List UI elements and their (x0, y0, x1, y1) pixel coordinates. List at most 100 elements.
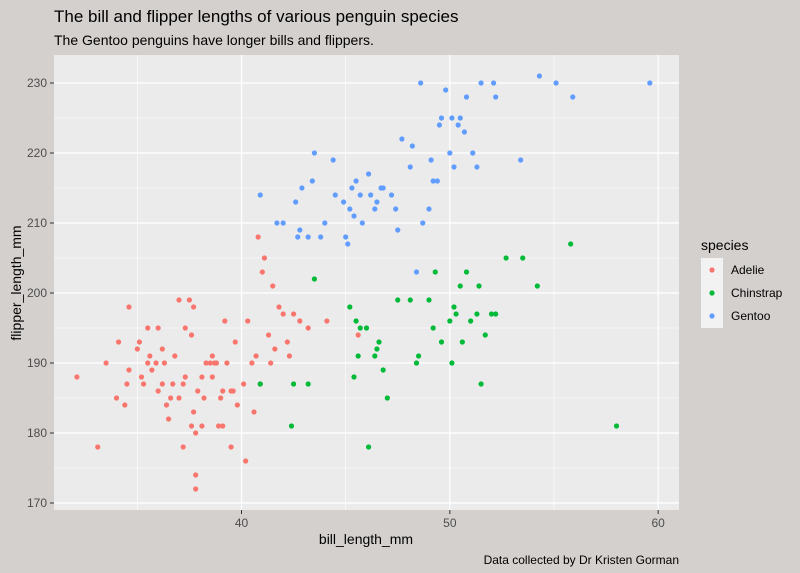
point-chinstrap (395, 297, 401, 303)
point-gentoo (647, 80, 653, 86)
point-adelie (122, 402, 128, 408)
point-adelie (203, 360, 209, 366)
point-gentoo (365, 171, 372, 177)
point-adelie (180, 381, 186, 387)
point-adelie (213, 360, 220, 366)
point-chinstrap (372, 353, 378, 359)
point-adelie (249, 360, 255, 366)
point-gentoo (305, 234, 311, 240)
legend-label-gentoo: Gentoo (731, 309, 771, 323)
point-adelie (245, 318, 251, 324)
point-chinstrap (451, 304, 457, 310)
point-adelie (155, 388, 161, 394)
axes: 40 50 60 170 180 190 200 210 220 230 (27, 76, 665, 530)
point-adelie (209, 374, 215, 380)
point-adelie (230, 388, 236, 394)
point-gentoo (409, 143, 415, 149)
point-chinstrap (613, 423, 620, 429)
y-tick-label: 210 (27, 216, 47, 230)
point-chinstrap (493, 311, 499, 317)
point-adelie (193, 472, 199, 478)
x-axis-title: bill_length_mm (319, 531, 413, 547)
point-chinstrap (353, 318, 359, 324)
point-adelie (176, 395, 182, 401)
point-gentoo (428, 157, 434, 163)
point-adelie (199, 423, 205, 429)
point-chinstrap (520, 255, 526, 261)
point-adelie (272, 346, 278, 352)
point-gentoo (413, 269, 420, 275)
point-chinstrap (447, 318, 453, 324)
point-chinstrap (351, 374, 357, 380)
point-adelie (222, 318, 228, 324)
point-adelie (355, 332, 361, 338)
point-adelie (255, 234, 261, 240)
point-adelie (159, 381, 165, 387)
point-adelie (95, 444, 101, 450)
point-gentoo (311, 150, 318, 156)
point-adelie (168, 395, 174, 401)
point-adelie (261, 255, 268, 261)
legend-label-chinstrap: Chinstrap (731, 286, 783, 300)
legend-key-chinstrap (709, 290, 715, 296)
point-gentoo (447, 150, 453, 156)
point-gentoo (295, 234, 301, 240)
point-gentoo (343, 234, 349, 240)
point-chinstrap (376, 339, 382, 345)
major-gridlines (54, 55, 679, 510)
y-tick-label: 200 (27, 286, 47, 300)
point-chinstrap (453, 311, 459, 317)
point-gentoo (357, 192, 363, 198)
point-chinstrap (347, 304, 353, 310)
point-gentoo (438, 115, 445, 121)
y-axis-title: flipper_length_mm (8, 225, 24, 340)
x-tick-label: 40 (235, 516, 249, 530)
point-gentoo (478, 80, 484, 86)
point-adelie (124, 381, 130, 387)
point-chinstrap (415, 353, 422, 359)
legend: species Adelie Chinstrap Gentoo (701, 237, 783, 328)
point-chinstrap (384, 395, 390, 401)
point-adelie (324, 318, 330, 324)
point-gentoo (345, 241, 351, 247)
point-chinstrap (482, 332, 488, 338)
point-gentoo (349, 185, 355, 191)
point-gentoo (330, 157, 336, 163)
point-gentoo (449, 115, 455, 121)
point-gentoo (474, 164, 480, 170)
point-chinstrap (534, 283, 540, 289)
point-adelie (265, 332, 272, 338)
point-adelie (228, 444, 234, 450)
point-adelie (284, 339, 290, 345)
point-chinstrap (257, 381, 263, 387)
point-adelie (243, 458, 249, 464)
point-chinstrap (432, 269, 438, 275)
point-gentoo (518, 157, 524, 163)
point-adelie (234, 402, 240, 408)
point-adelie (159, 346, 165, 352)
point-gentoo (351, 213, 357, 219)
point-adelie (165, 416, 172, 422)
point-adelie (259, 269, 265, 275)
point-gentoo (340, 199, 347, 205)
point-adelie (280, 311, 286, 317)
point-adelie (188, 332, 195, 338)
x-tick-label: 60 (651, 516, 665, 530)
point-adelie (161, 360, 168, 366)
point-chinstrap (459, 339, 465, 345)
point-chinstrap (568, 241, 574, 247)
point-adelie (270, 283, 276, 289)
legend-key-gentoo (709, 313, 715, 319)
point-adelie (268, 360, 274, 366)
point-adelie (207, 360, 213, 366)
point-chinstrap (478, 381, 484, 387)
plot-panel (54, 55, 679, 510)
point-gentoo (380, 185, 386, 191)
point-gentoo (293, 199, 299, 205)
point-adelie (155, 325, 161, 331)
chart-title: The bill and flipper lengths of various … (54, 7, 458, 26)
point-adelie (145, 325, 151, 331)
point-chinstrap (438, 339, 445, 345)
legend-key-adelie (709, 267, 715, 273)
point-chinstrap (380, 367, 386, 373)
